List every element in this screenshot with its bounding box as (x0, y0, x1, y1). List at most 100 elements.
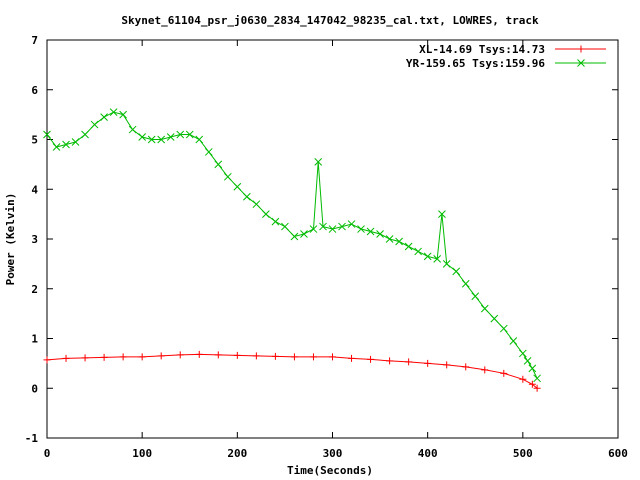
data-point-series-0 (329, 353, 336, 361)
series-line-0 (46, 353, 538, 389)
series-layer (43, 108, 541, 392)
data-point-series-1 (338, 222, 346, 231)
data-point-series-1 (195, 135, 204, 144)
data-point-series-0 (138, 353, 146, 361)
y-tick-label: 4 (31, 183, 38, 196)
data-point-series-1 (376, 230, 384, 238)
data-point-series-1 (109, 108, 118, 116)
data-point-series-1 (300, 230, 308, 238)
data-point-series-1 (314, 158, 323, 166)
x-axis-label: Time(Seconds) (287, 464, 373, 477)
data-point-series-0 (233, 351, 241, 359)
data-point-series-1 (438, 210, 446, 218)
data-point-series-0 (500, 369, 508, 377)
x-tick-label: 300 (323, 447, 343, 460)
data-point-series-1 (395, 237, 403, 246)
data-point-series-0 (43, 356, 51, 364)
data-point-series-0 (271, 352, 279, 360)
data-point-series-1 (290, 232, 299, 241)
data-point-series-1 (433, 255, 442, 263)
chart-title: Skynet_61104_psr_j0630_2834_147042_98235… (121, 14, 539, 27)
data-point-series-1 (176, 130, 185, 139)
data-point-series-1 (309, 225, 318, 233)
x-tick-label: 0 (44, 447, 51, 460)
x-tick-label: 500 (513, 447, 533, 460)
data-point-series-1 (533, 374, 541, 383)
data-point-series-0 (386, 357, 394, 365)
data-point-series-0 (290, 353, 298, 361)
y-tick-label: 6 (31, 84, 38, 97)
data-point-series-0 (519, 375, 527, 383)
data-point-series-0 (195, 350, 203, 358)
data-point-series-1 (166, 133, 175, 141)
axis-ticks: 0 100 200 300 400 500 600 -1 0 1 2 3 4 5 6 7 (25, 34, 628, 460)
legend-marker-xl (577, 45, 585, 53)
x-tick-label: 200 (227, 447, 247, 460)
data-point-series-1 (328, 225, 337, 233)
data-point-series-1 (157, 135, 166, 144)
data-point-series-1 (480, 304, 489, 313)
data-point-series-1 (423, 252, 432, 261)
data-point-series-0 (424, 359, 432, 367)
data-point-series-1 (90, 120, 99, 129)
plot-frame (46, 39, 619, 439)
data-point-series-0 (443, 361, 451, 369)
data-point-series-1 (471, 292, 480, 301)
data-point-series-0 (214, 351, 222, 359)
data-point-series-1 (43, 130, 51, 139)
data-point-series-1 (262, 210, 270, 218)
data-point-series-1 (62, 140, 70, 149)
series-line-1 (46, 111, 538, 379)
data-point-series-0 (309, 353, 317, 361)
data-point-series-1 (347, 220, 356, 228)
data-point-series-1 (442, 260, 451, 268)
data-point-series-1 (523, 357, 532, 365)
data-point-series-1 (385, 235, 394, 243)
data-point-series-1 (499, 324, 508, 333)
y-tick-label: -1 (25, 432, 39, 445)
data-point-series-0 (462, 363, 470, 371)
data-point-series-1 (52, 143, 61, 151)
data-point-series-1 (271, 217, 280, 226)
data-point-series-0 (405, 358, 413, 366)
data-point-series-0 (176, 351, 184, 359)
legend: XL-14.69 Tsys:14.73 YR-159.65 Tsys:159.9… (406, 43, 606, 70)
data-point-series-1 (518, 349, 527, 358)
data-point-series-1 (404, 242, 413, 251)
data-point-series-1 (138, 133, 147, 141)
data-point-series-1 (128, 125, 137, 134)
data-point-series-1 (204, 148, 213, 156)
data-point-series-1 (147, 135, 156, 144)
data-point-series-0 (252, 352, 260, 360)
data-point-series-1 (214, 160, 223, 169)
data-point-series-0 (62, 354, 70, 362)
data-point-series-1 (119, 110, 127, 119)
data-point-series-1 (242, 192, 251, 201)
data-point-series-1 (366, 227, 375, 236)
y-tick-label: 3 (31, 233, 38, 246)
data-point-series-0 (348, 354, 356, 362)
x-tick-label: 400 (418, 447, 438, 460)
y-tick-label: 0 (31, 382, 38, 395)
y-tick-label: 2 (31, 283, 38, 296)
data-point-series-1 (81, 130, 89, 139)
data-point-series-1 (452, 267, 461, 276)
data-point-series-0 (157, 352, 165, 360)
data-point-series-1 (319, 222, 327, 231)
x-tick-label: 100 (132, 447, 152, 460)
data-point-series-1 (461, 279, 470, 288)
data-point-series-1 (490, 314, 499, 323)
data-point-series-0 (81, 354, 89, 362)
data-point-series-1 (357, 225, 365, 233)
data-point-series-1 (223, 172, 232, 181)
data-point-series-1 (509, 337, 518, 345)
data-point-series-0 (119, 353, 127, 361)
data-point-series-1 (281, 222, 289, 231)
data-point-series-1 (233, 182, 242, 191)
legend-marker-yr (577, 59, 585, 67)
data-point-series-0 (100, 353, 108, 361)
data-point-series-0 (533, 384, 541, 392)
data-point-series-1 (100, 113, 108, 121)
x-tick-label: 600 (608, 447, 628, 460)
